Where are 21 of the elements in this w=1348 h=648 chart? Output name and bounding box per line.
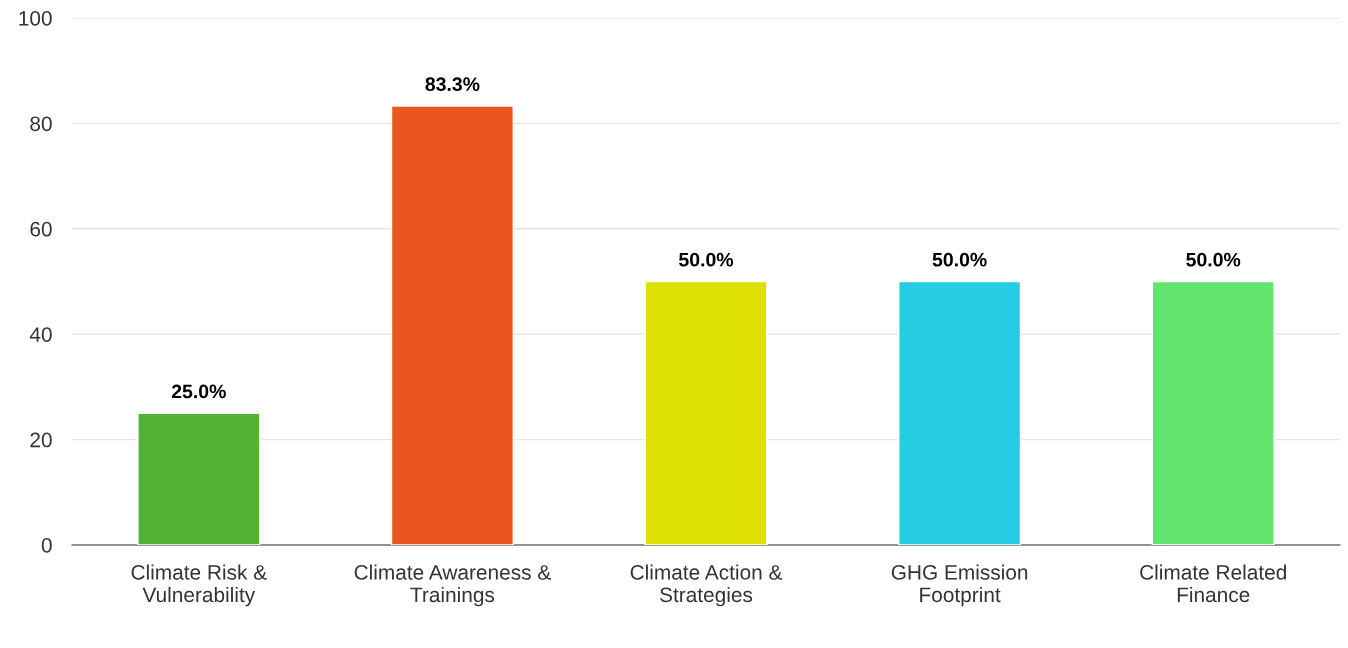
x-tick-label: Climate Awareness & Trainings: [354, 564, 551, 607]
bar: [137, 412, 261, 545]
y-tick-label: 40: [29, 327, 52, 342]
bar: [1151, 280, 1275, 545]
data-label: 50.0%: [679, 252, 734, 267]
y-tick-label: 20: [30, 432, 52, 448]
x-tick-label: Climate Related Finance: [1140, 564, 1286, 603]
x-tick-label: GHG Emission Footprint: [891, 564, 1028, 607]
y-tick-label: 0: [41, 538, 52, 553]
data-label: 50.0%: [1186, 252, 1241, 267]
x-tick-label: Climate Risk & Vulnerability: [131, 564, 267, 607]
data-label: 50.0%: [932, 252, 987, 267]
data-label: 25.0%: [171, 384, 226, 399]
y-tick-label: 100: [19, 11, 52, 26]
y-tick-label: 60: [30, 221, 52, 237]
bar: [644, 280, 768, 545]
bar: [390, 105, 514, 545]
bar: [898, 280, 1022, 545]
y-tick-label: 80: [30, 116, 52, 132]
data-label: 83.3%: [425, 77, 480, 92]
x-tick-label: Climate Action & Strategies: [630, 564, 783, 607]
